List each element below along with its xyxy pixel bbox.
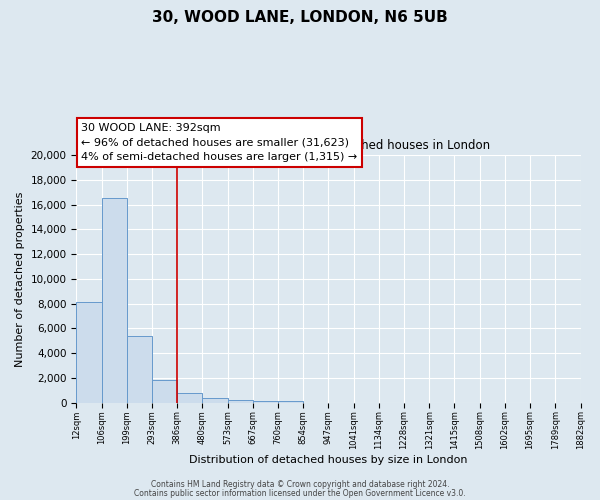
Text: 30 WOOD LANE: 392sqm
← 96% of detached houses are smaller (31,623)
4% of semi-de: 30 WOOD LANE: 392sqm ← 96% of detached h… (82, 123, 358, 162)
Text: Contains public sector information licensed under the Open Government Licence v3: Contains public sector information licen… (134, 489, 466, 498)
Text: Contains HM Land Registry data © Crown copyright and database right 2024.: Contains HM Land Registry data © Crown c… (151, 480, 449, 489)
Bar (227, 400, 253, 402)
Title: Size of property relative to detached houses in London: Size of property relative to detached ho… (166, 140, 491, 152)
Y-axis label: Number of detached properties: Number of detached properties (15, 191, 25, 366)
Bar (101, 198, 127, 402)
Bar (253, 400, 278, 402)
Bar (177, 394, 202, 402)
Bar (278, 401, 303, 402)
Bar (76, 302, 101, 402)
X-axis label: Distribution of detached houses by size in London: Distribution of detached houses by size … (189, 455, 468, 465)
Bar (152, 380, 177, 402)
Text: 30, WOOD LANE, LONDON, N6 5UB: 30, WOOD LANE, LONDON, N6 5UB (152, 10, 448, 25)
Bar (202, 398, 227, 402)
Bar (127, 336, 152, 402)
